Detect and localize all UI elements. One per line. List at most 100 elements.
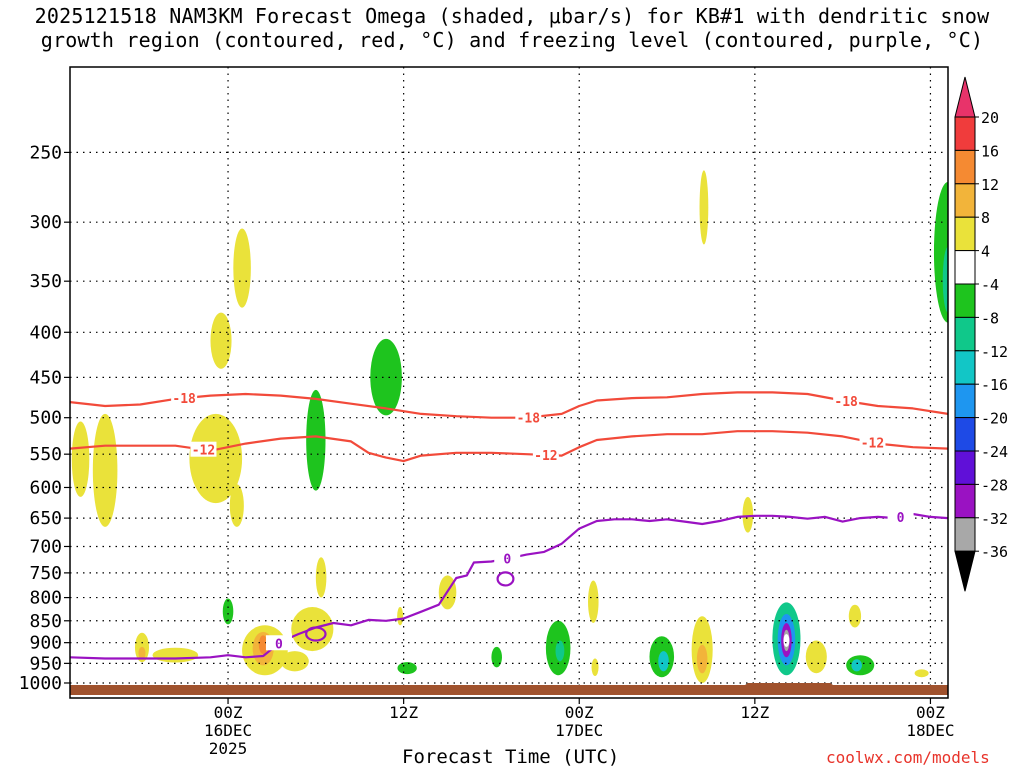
y-tick-label: 300 [29,212,62,233]
y-tick-label: 850 [29,611,62,632]
credit-link[interactable]: coolwx.com/models [826,748,990,767]
y-tick-label: 450 [29,367,62,388]
y-tick-label: 950 [29,653,62,674]
colorbar-segment [954,417,976,452]
omega-region [370,338,402,416]
contour-label: 0 [897,511,905,526]
x-tick-date: 17DEC [555,721,603,740]
y-tick-label: 350 [29,271,62,292]
omega-region [699,170,709,245]
omega-region [229,484,244,527]
title-line-2: growth region (contoured, red, °C) and f… [40,28,984,52]
omega-region [306,389,326,491]
y-tick-label: 750 [29,563,62,584]
colorbar-label: 12 [981,176,999,194]
omega-region [696,644,708,674]
contour-label: -18 [834,395,858,410]
plot-frame [69,66,949,699]
colorbar-segment [954,116,976,151]
colorbar-segment [954,283,976,318]
omega-region [942,246,948,313]
omega-region [588,580,599,624]
x-tick-label: 00Z [916,703,945,722]
x-tick-label: 00Z [214,703,243,722]
omega-region [258,635,268,654]
y-tick-label: 650 [29,508,62,529]
colorbar-bottom-arrow [954,550,976,592]
omega-region [848,604,862,628]
contour-label: -12 [192,444,215,459]
omega-region [397,662,417,675]
omega-region [914,669,929,678]
y-tick-label: 800 [29,588,62,609]
omega-region [783,634,790,647]
colorbar-segment [954,350,976,385]
omega-region [189,413,243,504]
x-tick-date: 18DEC [906,721,954,740]
omega-region [210,312,232,369]
terrain-bump [745,683,833,685]
contour-label-bg [190,441,217,457]
contour-minus12 [70,430,948,463]
contour-label: 0 [275,637,283,652]
title-line-1: 2025121518 NAM3KM Forecast Omega (shaded… [34,4,990,28]
contour-label-bg [171,390,198,406]
colorbar-label: 4 [981,243,990,261]
colorbar-segment [954,316,976,352]
omega-region [315,557,327,598]
x-tick-year: 2025 [209,739,248,758]
colorbar-segment [954,517,976,552]
plot-background [70,67,948,698]
x-tick-date: 16DEC [204,721,252,740]
colorbar-segment [954,183,976,218]
colorbar-label: -36 [981,543,1008,561]
omega-region [233,228,251,308]
colorbar-segment [954,450,976,485]
contour-label: -18 [172,392,196,407]
colorbar-label: 8 [981,209,990,227]
colorbar-segment [954,149,976,185]
contour-label-bg [859,434,886,450]
colorbar-label: 20 [981,109,999,127]
y-tick-label: 550 [29,444,62,465]
omega-region [92,413,118,527]
y-tick-label: 250 [29,142,62,163]
contour-label-bg [532,446,559,462]
omega-region [988,630,1020,668]
contour-label-bg [494,550,521,566]
y-tick-label: 500 [29,408,62,429]
omega-region [851,659,862,672]
colorbar-label: 16 [981,142,999,160]
colorbar-segment [954,483,976,519]
colorbar-label: -12 [981,343,1008,361]
colorbar-label: -32 [981,510,1008,528]
x-tick-label: 00Z [565,703,594,722]
omega-region [152,647,199,663]
contour-label: -12 [861,437,884,452]
y-tick-label: 700 [29,536,62,557]
contour-label: -18 [517,412,541,427]
y-tick-label: 400 [29,322,62,343]
contour-label: -12 [534,449,557,464]
y-tick-label: 900 [29,633,62,654]
contour-label-bg [515,409,542,425]
contour-closed [305,626,327,642]
omega-region [138,646,146,660]
x-axis-title: Forecast Time (UTC) [402,746,620,768]
omega-region [591,658,599,677]
omega-region [973,616,1024,675]
contour-label-bg [265,635,292,651]
omega-region [491,646,502,668]
contour-label-bg [887,508,914,524]
omega-region [222,598,234,625]
omega-region [999,638,1013,659]
colorbar-top-arrow [954,76,976,118]
colorbar-segment [954,250,976,285]
contour-closed [496,571,515,587]
colorbar-label: -4 [981,276,999,294]
omega-region [397,607,404,626]
colorbar-label: -28 [981,476,1008,494]
omega-region [71,421,90,497]
colorbar-segment [954,216,976,252]
